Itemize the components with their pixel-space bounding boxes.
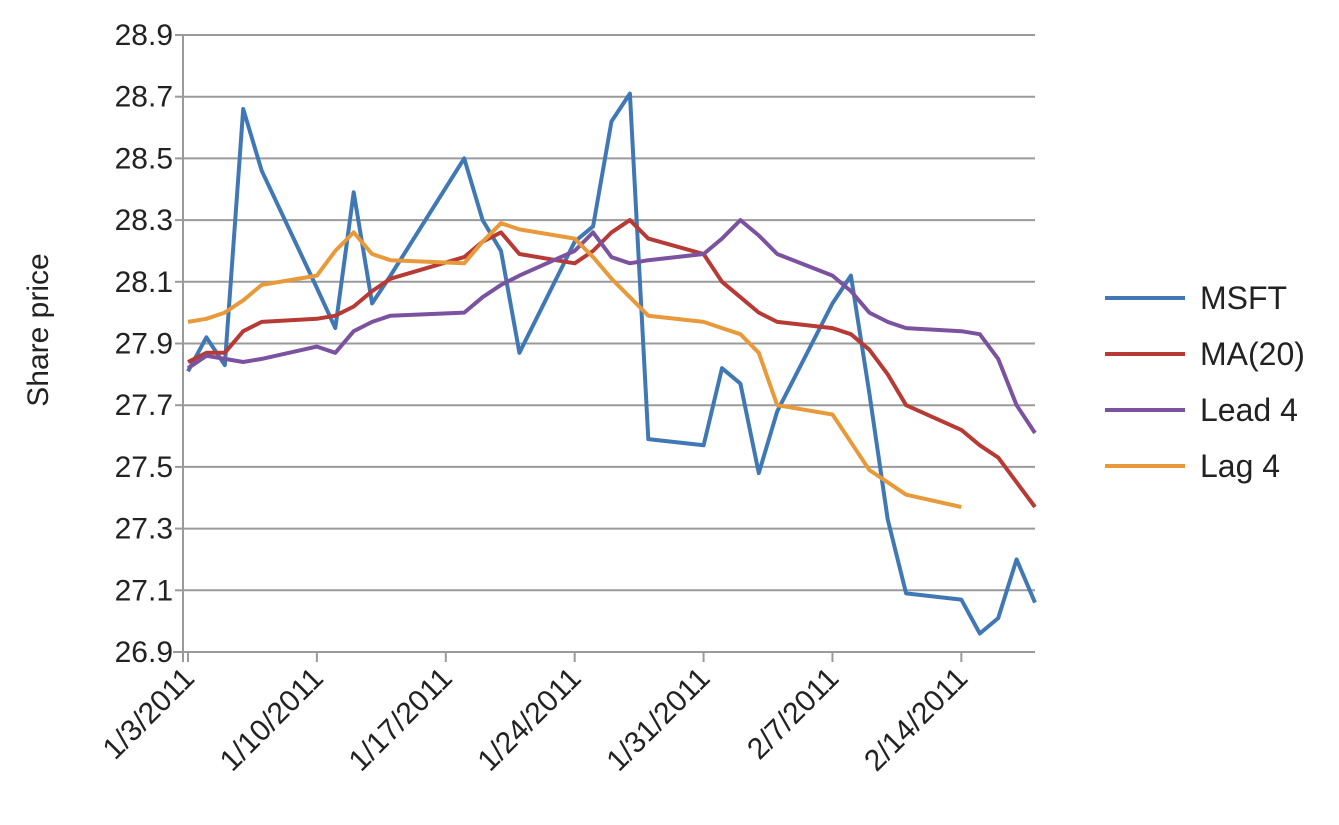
series-line-ma-20 — [187, 218, 1037, 509]
y-tick-label: 27.5 — [115, 451, 173, 484]
x-tick-labels: 1/3/2011 1/10/2011 1/17/2011 1/24/2011 1/31/… — [97, 662, 975, 778]
legend: MSFT MA(20) Lead 4 Lag 4 — [1105, 280, 1305, 484]
y-tick-label: 26.9 — [115, 636, 173, 669]
y-tick-label: 28.3 — [115, 204, 173, 237]
series-line-msft — [186, 91, 1037, 636]
y-tick-label: 27.1 — [115, 574, 173, 607]
x-tick-label: 2/7/2011 — [741, 662, 845, 766]
y-tick-label: 27.3 — [115, 513, 173, 546]
series-line-lag-4 — [187, 221, 962, 509]
y-tick-labels: 28.9 28.7 28.5 28.3 28.1 27.9 27.7 27.5 27.3 27.1… — [115, 19, 173, 669]
y-tick-label: 28.9 — [115, 19, 173, 52]
legend-label: Lead 4 — [1200, 392, 1298, 428]
y-tick-label: 27.9 — [115, 328, 173, 361]
axes — [173, 34, 1035, 662]
y-tick-label: 28.1 — [115, 266, 173, 299]
x-tick-label: 1/3/2011 — [97, 662, 201, 766]
y-axis-label: Share price — [22, 253, 55, 406]
legend-label: Lag 4 — [1200, 448, 1280, 484]
x-tick-label: 1/17/2011 — [343, 662, 459, 778]
series-lines — [186, 91, 1037, 636]
x-tick-label: 1/24/2011 — [471, 662, 587, 778]
x-tick-label: 2/14/2011 — [858, 662, 974, 778]
x-tick-label: 1/31/2011 — [600, 662, 716, 778]
series-line-lead-4 — [186, 218, 1037, 435]
legend-label: MA(20) — [1200, 336, 1305, 372]
legend-label: MSFT — [1200, 280, 1287, 316]
y-tick-label: 28.7 — [115, 81, 173, 114]
y-tick-label: 28.5 — [115, 142, 173, 175]
x-tick-label: 1/10/2011 — [214, 662, 330, 778]
y-tick-label: 27.7 — [115, 389, 173, 422]
